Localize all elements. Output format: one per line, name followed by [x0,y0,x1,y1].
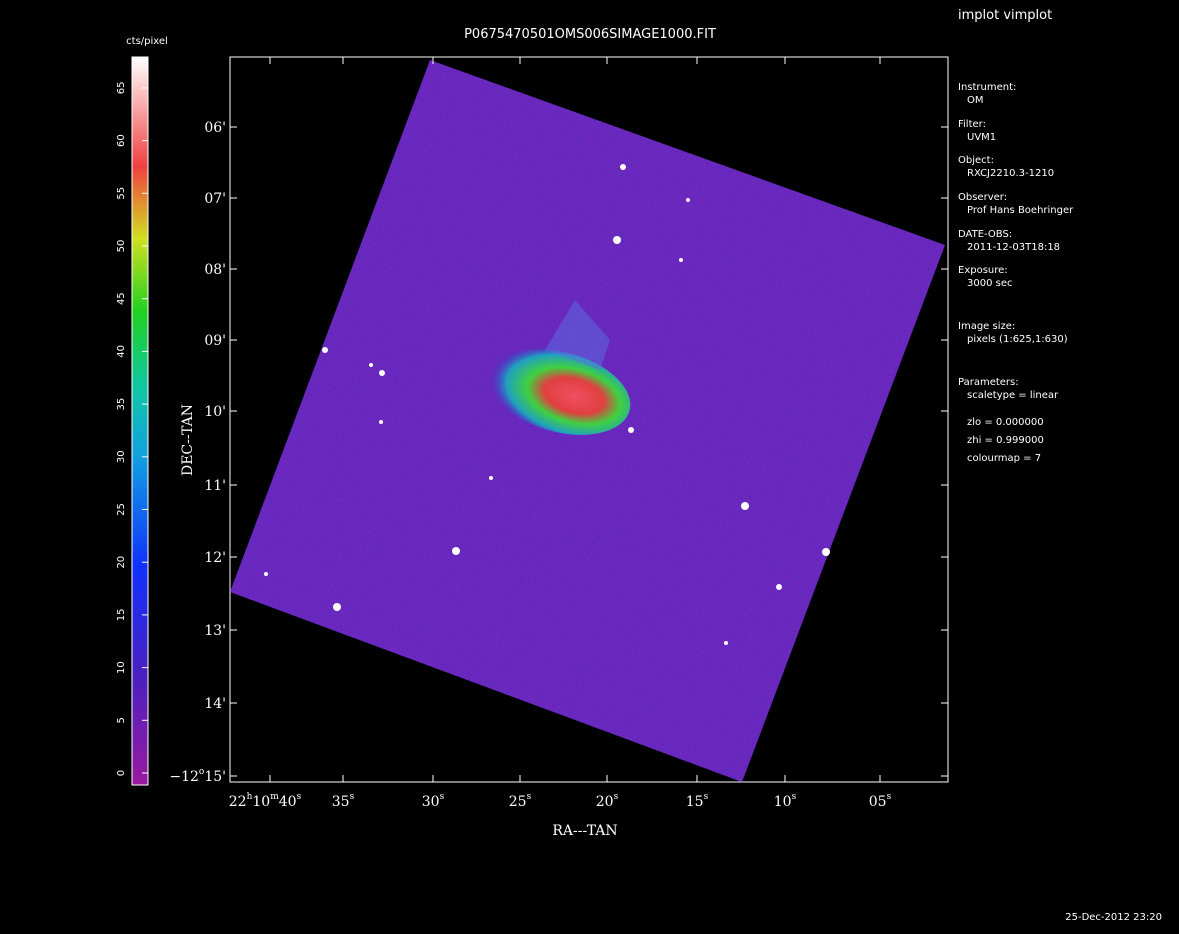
info-key: Observer: [958,192,1007,203]
label-part: 14' [204,696,226,712]
y-tick-label: 14' [204,696,226,712]
info-value: scaletype = linear [967,390,1059,401]
colorbar-tick-label: 0 [116,770,127,776]
info-key: DATE-OBS: [958,229,1012,240]
star [333,603,341,611]
colorbar-tick-label: 60 [116,134,127,147]
info-key: Object: [958,155,994,166]
label-part: 05 [869,794,887,810]
label-part: s [297,792,302,802]
label-part: 40 [279,794,297,810]
label-part: s [887,792,892,802]
label-part: s [527,792,532,802]
info-value: Prof Hans Boehringer [967,205,1074,216]
info-value: pixels (1:625,1:630) [967,334,1068,345]
colorbar-tick-label: 65 [116,82,127,95]
star [628,427,634,433]
star [686,198,690,202]
label-part: 22 [229,794,247,810]
star [379,370,385,376]
info-key: Exposure: [958,265,1008,276]
star [822,548,830,556]
label-part: 10' [204,404,226,420]
label-part: 12' [204,550,226,566]
info-value: 3000 sec [967,278,1013,289]
star [452,547,460,555]
label-part: 35 [332,794,350,810]
label-part: 10 [252,794,270,810]
colorbar-tick-label: 35 [116,398,127,411]
y-tick-label: 12' [204,550,226,566]
star [724,641,728,645]
timestamp: 25-Dec-2012 23:20 [1065,912,1162,923]
label-part: s [614,792,619,802]
screen: P0675470501OMS006SIMAGE1000.FIT implot v… [0,0,1179,934]
label-part: 11' [204,478,226,494]
colorbar-tick-label: 15 [116,609,127,622]
label-part: 30 [422,794,440,810]
parameter: zlo = 0.000000 [967,417,1044,428]
y-tick-label: 08' [204,262,226,278]
colorbar-tick-label: 20 [116,556,127,569]
y-tick-label: 09' [204,333,226,349]
info-value: RXCJ2210.3-1210 [967,168,1054,179]
y-axis-label: DEC--TAN [180,404,196,476]
label-part: −12 [169,769,199,785]
y-tick-label: −12o15' [169,767,226,785]
info-value: 2011-12-03T18:18 [967,242,1060,253]
label-part: 20 [596,794,614,810]
y-tick-label: 06' [204,120,226,136]
label-part: 13' [204,623,226,639]
parameter: colourmap = 7 [967,453,1041,464]
x-axis-label: RA---TAN [552,823,617,839]
info-value: OM [967,95,984,106]
label-part: s [440,792,445,802]
info-value: UVM1 [967,132,996,143]
colorbar-tick-label: 10 [116,661,127,674]
label-part: s [704,792,709,802]
label-part: 08' [204,262,226,278]
star [322,347,328,353]
parameter: zhi = 0.999000 [967,435,1044,446]
y-tick-label: 11' [204,478,226,494]
x-tick-label: 22h10m40s [229,792,302,810]
colorbar [132,57,148,785]
label-part: s [350,792,355,802]
star [741,502,749,510]
info-key: Parameters: [958,377,1019,388]
label-part: 25 [509,794,527,810]
star [264,572,268,576]
label-part: 10 [774,794,792,810]
label-part: 07' [204,191,226,207]
colorbar-tick-label: 5 [116,717,127,723]
label-part: 15' [204,769,226,785]
y-tick-label: 13' [204,623,226,639]
info-key: Filter: [958,119,986,130]
colorbar-tick-label: 40 [116,345,127,358]
label-part: 06' [204,120,226,136]
info-key: Image size: [958,321,1015,332]
program-name: implot vimplot [958,8,1052,23]
colorbar-label: cts/pixel [126,36,168,47]
colorbar-tick-label: 55 [116,187,127,200]
colorbar-tick-label: 30 [116,450,127,463]
y-tick-label: 07' [204,191,226,207]
label-part: 15 [686,794,704,810]
image-title: P0675470501OMS006SIMAGE1000.FIT [464,27,716,42]
star [369,363,373,367]
star [679,258,683,262]
star [379,420,383,424]
star [620,164,626,170]
colorbar-tick-label: 45 [116,292,127,305]
star [613,236,621,244]
colorbar-tick-label: 50 [116,240,127,253]
info-key: Instrument: [958,82,1016,93]
label-part: 09' [204,333,226,349]
star [489,476,493,480]
y-tick-label: 10' [204,404,226,420]
colorbar-tick-label: 25 [116,503,127,516]
label-part: s [792,792,797,802]
star [776,584,782,590]
